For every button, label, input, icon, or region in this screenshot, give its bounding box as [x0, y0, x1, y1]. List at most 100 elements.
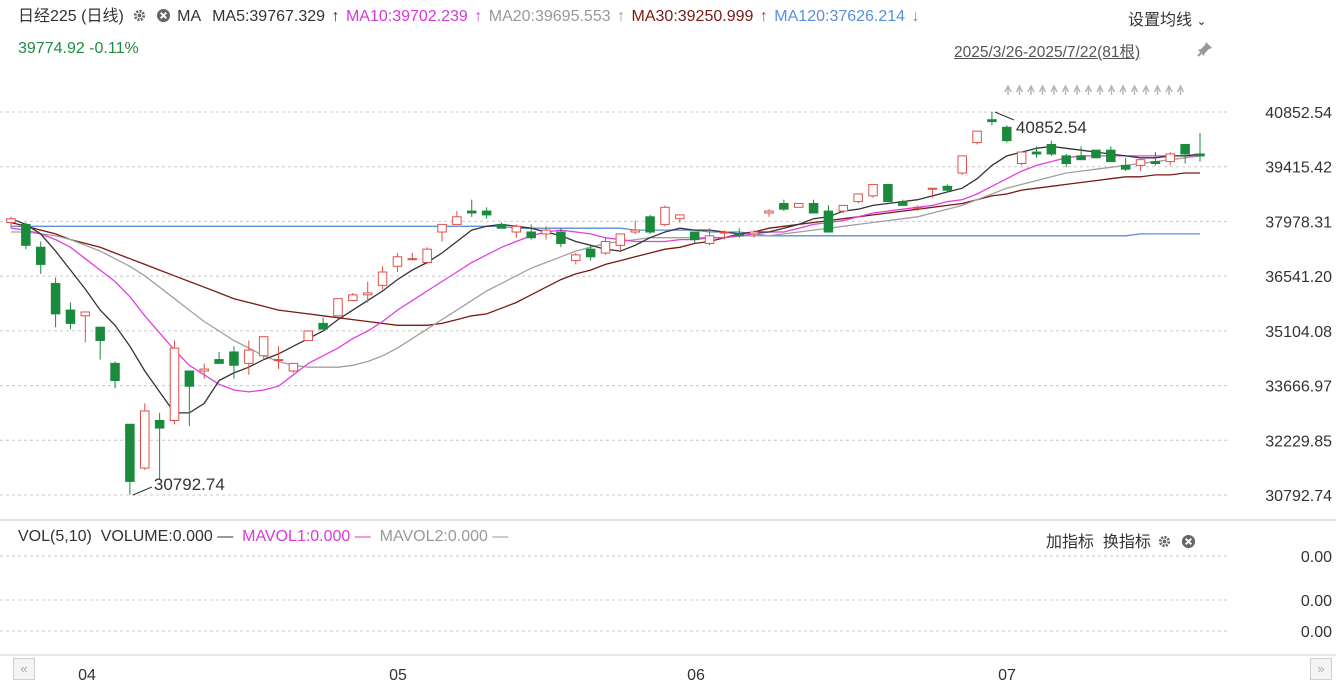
candle-body: [422, 248, 432, 263]
gear-icon[interactable]: [1157, 534, 1172, 549]
candle: [734, 228, 745, 238]
candle: [779, 199, 789, 212]
candle-body: [972, 130, 982, 144]
switch-indicator-button[interactable]: 换指标: [1102, 534, 1151, 551]
candle: [21, 222, 31, 250]
candle-body: [853, 193, 863, 203]
candle-body: [303, 330, 313, 342]
candle-body: [95, 326, 105, 342]
candle: [912, 205, 923, 212]
marker-arrow-icon: [1015, 84, 1024, 95]
candle: [704, 228, 715, 246]
marker-arrow-icon: [1084, 84, 1093, 95]
y-tick-label: 37978.31: [1265, 214, 1332, 231]
y-tick-label: 30792.74: [1265, 488, 1332, 505]
candle-body: [110, 362, 120, 382]
mavol1-value: MAVOL1:0.000: [242, 528, 351, 545]
marker-arrow-icon: [1061, 84, 1070, 95]
ma20-value: MA20:39695.553: [488, 8, 611, 25]
candle-body: [65, 309, 76, 324]
candle-body: [229, 351, 239, 366]
candle: [184, 370, 195, 427]
x-tick-label: 05: [389, 667, 407, 684]
candle-body: [318, 322, 328, 330]
settings-label: 设置均线: [1128, 12, 1193, 29]
candle: [437, 223, 447, 242]
mavol2-value: MAVOL2:0.000: [379, 528, 488, 545]
scroll-left-button[interactable]: «: [13, 658, 35, 680]
candle-body: [704, 235, 715, 244]
scroll-right-button[interactable]: »: [1310, 658, 1332, 680]
y-tick-label: 40852.54: [1265, 105, 1332, 122]
candle: [571, 252, 581, 265]
candle-body: [244, 349, 254, 364]
candle-body: [719, 231, 730, 234]
x-tick-label: 06: [687, 667, 705, 684]
ma30-line: [10, 172, 1200, 326]
marker-arrow-icon: [1153, 84, 1162, 95]
candle-body: [779, 202, 789, 210]
candle-body: [541, 229, 551, 235]
ma5-arrow: ↑: [331, 8, 340, 25]
candle: [288, 362, 299, 373]
candle-body: [258, 336, 269, 357]
candle-body: [912, 206, 923, 209]
candle: [392, 252, 403, 273]
candle: [987, 112, 997, 126]
candle-body: [1061, 155, 1071, 164]
candle-body: [808, 202, 819, 214]
candle-body: [140, 410, 150, 469]
candles: [6, 112, 1205, 495]
gear-icon[interactable]: [132, 8, 147, 23]
candle: [333, 298, 343, 318]
candle: [1135, 157, 1146, 172]
candle: [898, 199, 908, 206]
y-tick-label: 33666.97: [1265, 379, 1332, 396]
candle-body: [838, 204, 849, 212]
ma20-line: [11, 155, 1201, 368]
candle-body: [883, 183, 893, 203]
pin-icon[interactable]: [1196, 40, 1214, 58]
y-tick-label: 32229.85: [1265, 433, 1332, 450]
candle-body: [615, 233, 626, 246]
candle: [110, 361, 120, 389]
ma-label: MA: [177, 8, 202, 25]
candle-body: [392, 256, 403, 267]
candle: [660, 205, 670, 227]
candle: [452, 211, 462, 225]
grid: [0, 111, 1336, 656]
mavol2-dash: —: [492, 528, 509, 545]
candle: [808, 199, 819, 214]
add-indicator-button[interactable]: 加指标: [1046, 534, 1095, 551]
candle-body: [511, 225, 522, 233]
chevron-down-icon: ⌄: [1196, 14, 1207, 28]
candle-body: [125, 423, 135, 482]
volume-value: VOLUME:0.000: [100, 528, 213, 545]
candle: [407, 252, 418, 261]
ma10-arrow: ↑: [474, 8, 483, 25]
volume-y-axis: 0.00 0.00 0.00: [1301, 549, 1332, 641]
price-change: 39774.92 -0.11%: [18, 40, 139, 57]
candle: [972, 130, 982, 145]
candle: [229, 346, 239, 379]
candle-body: [927, 187, 938, 190]
high-pointer: [994, 111, 1015, 121]
marker-arrow-icon: [1176, 84, 1185, 95]
close-icon[interactable]: [156, 8, 171, 23]
marker-arrow-icon: [1050, 84, 1058, 95]
candle: [719, 230, 730, 240]
candle-body: [898, 201, 908, 206]
ma120-arrow: ↓: [911, 8, 920, 25]
candle-body: [452, 216, 462, 225]
candle-body: [50, 282, 61, 315]
candle: [868, 183, 878, 198]
candle: [615, 233, 626, 252]
candle: [645, 214, 655, 234]
candle-body: [571, 254, 581, 262]
settings-ma-button[interactable]: 设置均线 ⌄: [1128, 6, 1207, 30]
marker-arrow-icon: [1027, 84, 1035, 95]
candle-body: [689, 231, 700, 241]
close-icon[interactable]: [1181, 534, 1196, 549]
low-pointer: [132, 486, 153, 496]
